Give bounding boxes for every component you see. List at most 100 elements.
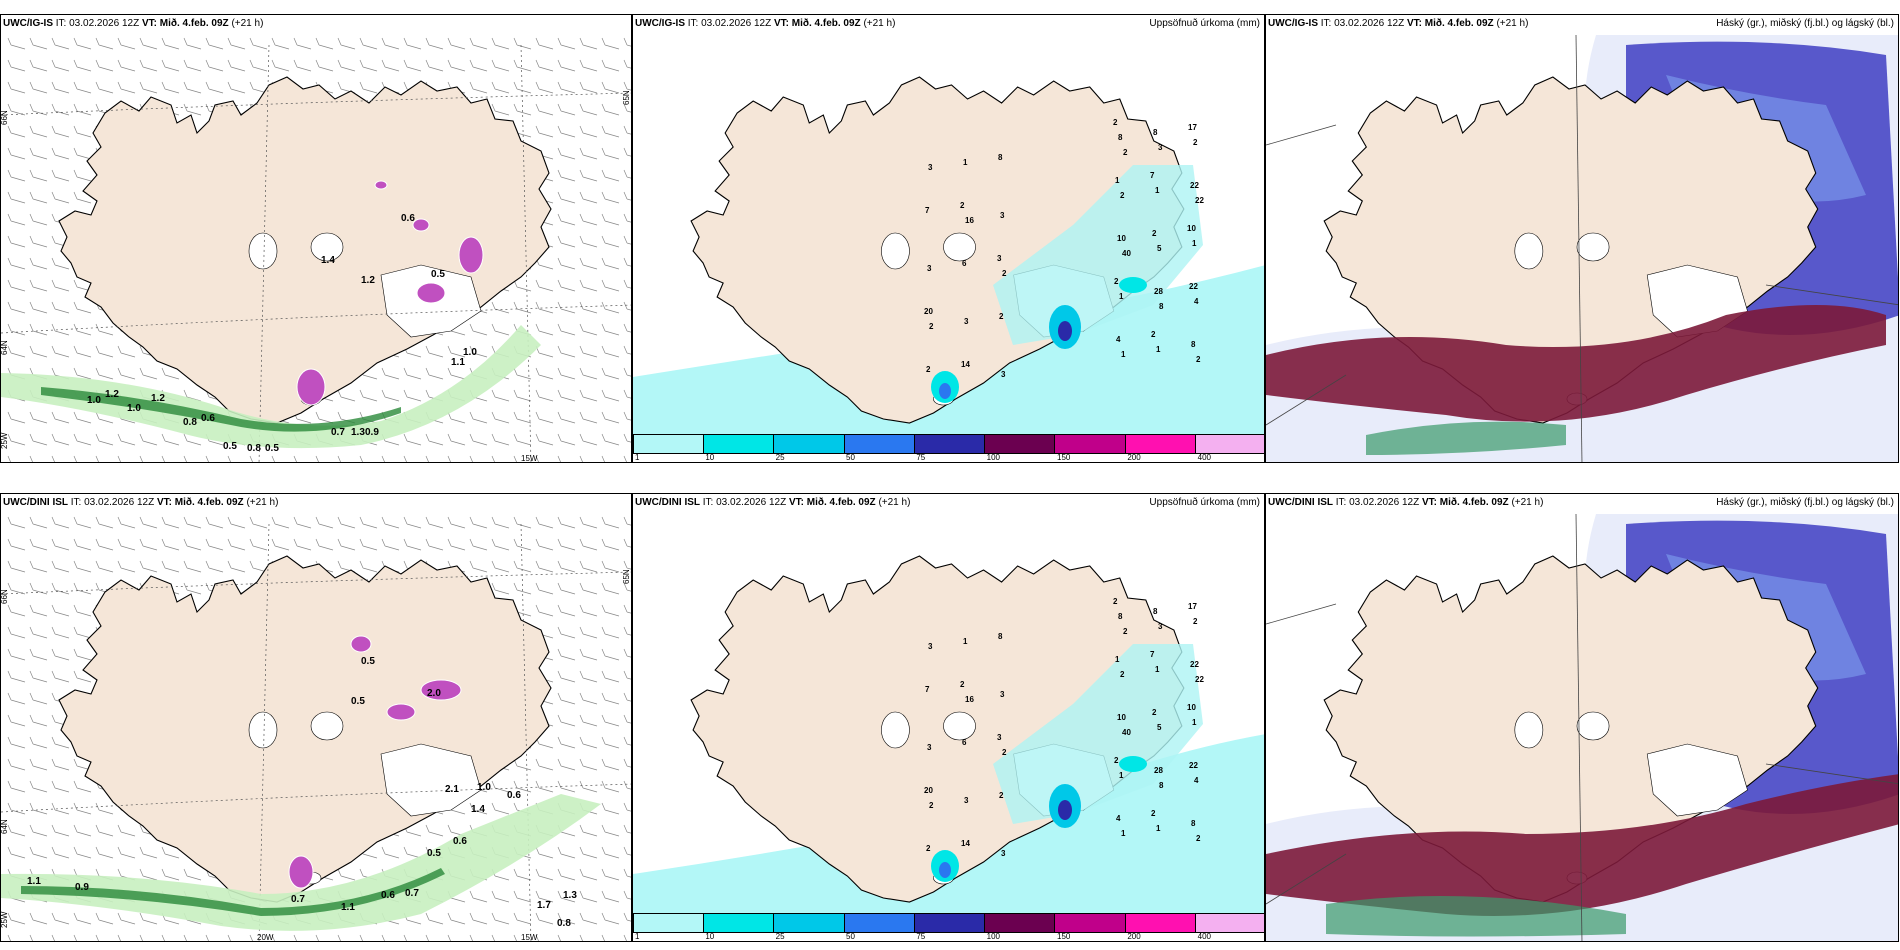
- wind-barb: [623, 147, 631, 157]
- wind-barb: [29, 103, 48, 116]
- wind-barb: [205, 516, 224, 529]
- wind-barb: [271, 538, 290, 551]
- wind-barb: [425, 824, 444, 837]
- wind-barb: [271, 37, 290, 50]
- wind-value: 0.6: [401, 213, 415, 224]
- wind-barb: [73, 37, 92, 50]
- precip-value: 2: [929, 801, 934, 810]
- precip-value: 3: [927, 264, 932, 273]
- wind-barb: [7, 648, 26, 661]
- wind-barb: [73, 125, 92, 138]
- wind-barb: [139, 81, 158, 94]
- wind-barb: [557, 389, 576, 402]
- wind-barb: [579, 367, 598, 380]
- wind-value: 0.5: [427, 848, 441, 859]
- wind-barb: [29, 433, 48, 446]
- wind-core: [420, 679, 462, 701]
- wind-barb: [293, 516, 312, 529]
- wind-value: 1.0: [127, 403, 141, 414]
- wind-core: [412, 218, 430, 232]
- wind-barb: [271, 934, 275, 941]
- wind-barb: [51, 147, 70, 160]
- legend-swatch: [984, 914, 1055, 932]
- glacier-vatnajokull: [1646, 743, 1748, 817]
- wind-barb: [425, 912, 444, 925]
- graticule: [1, 523, 631, 941]
- wind-barb: [29, 81, 48, 94]
- wind-barb: [447, 538, 466, 551]
- wind-value: 1.0: [477, 782, 491, 793]
- wind-barb: [381, 37, 400, 50]
- legend-swatch: [1194, 435, 1264, 453]
- wind-barb: [557, 780, 576, 793]
- wind-barb: [601, 125, 620, 138]
- wind-barb: [579, 604, 598, 617]
- wind-barb: [73, 191, 92, 204]
- wind-barb: [557, 301, 576, 314]
- glacier-langjokull: [881, 232, 910, 270]
- legend-tick: 400: [1197, 453, 1212, 462]
- wind-barb: [403, 367, 422, 380]
- wind-barb: [7, 213, 26, 226]
- precip-value: 22: [1190, 660, 1199, 669]
- wind-barb: [117, 934, 121, 941]
- wind-barb: [117, 846, 136, 859]
- wind-barb: [601, 169, 620, 182]
- wind-barb: [51, 37, 70, 50]
- wind-value: 0.6: [453, 836, 467, 847]
- wind-barb: [95, 802, 114, 815]
- wind-barb: [623, 780, 631, 790]
- wind-barb: [447, 411, 466, 424]
- wind-value: 1.3: [563, 890, 577, 901]
- precip-value: 2: [926, 844, 931, 853]
- precip-value: 2: [1151, 809, 1156, 818]
- wind-barb: [623, 648, 631, 658]
- wind-barb: [623, 345, 631, 355]
- glacier-hofsjokull: [1576, 232, 1610, 262]
- wind-core: [288, 855, 314, 889]
- precip-value: 22: [1195, 675, 1204, 684]
- wind-barb: [535, 780, 554, 793]
- wind-barb: [337, 455, 341, 462]
- map-base: [1323, 555, 1819, 903]
- glacier-hofsjokull: [943, 711, 976, 741]
- wind-barb: [117, 37, 136, 50]
- wind-barb: [579, 323, 598, 336]
- wind-barb: [183, 433, 202, 446]
- wind-core: [386, 703, 416, 721]
- panel-subtitle: Háský (gr.), miðský (fj.bl.) og lágský (…: [1716, 18, 1894, 29]
- wind-barb: [29, 560, 48, 573]
- wind-value: 1.3: [351, 427, 365, 438]
- wind-barb: [227, 560, 246, 573]
- wind-barb: [623, 758, 631, 768]
- precip-core-strong: [939, 383, 951, 399]
- wind-barb: [601, 714, 620, 727]
- wind-barb: [491, 582, 510, 595]
- wind-barb: [513, 455, 517, 462]
- wind-barb: [73, 934, 77, 941]
- wind-barb: [227, 59, 246, 72]
- wind-barb: [139, 516, 158, 529]
- wind-barb: [579, 780, 598, 793]
- wind-barb: [293, 934, 297, 941]
- wind-barb: [579, 191, 598, 204]
- precip-legend: [633, 434, 1264, 454]
- wind-barb: [557, 103, 576, 116]
- wind-barb: [29, 191, 48, 204]
- wind-barb: [293, 37, 312, 50]
- grid-line: [1765, 763, 1898, 785]
- wind-barb: [95, 411, 114, 424]
- wind-barb: [491, 37, 510, 50]
- precip-map: 2710221712224822102888111122541322408222…: [633, 76, 1264, 435]
- precip-value: 3: [1158, 622, 1163, 631]
- wind-barb: [249, 59, 268, 72]
- precip-value: 2: [1002, 269, 1007, 278]
- wind-barb: [403, 37, 422, 50]
- wind-barb: [183, 59, 202, 72]
- wind-barb: [51, 912, 70, 925]
- wind-barb: [447, 455, 451, 462]
- wind-barb: [139, 59, 158, 72]
- wind-barb: [513, 538, 532, 551]
- wind-barb: [557, 934, 561, 941]
- wind-barb: [51, 758, 70, 771]
